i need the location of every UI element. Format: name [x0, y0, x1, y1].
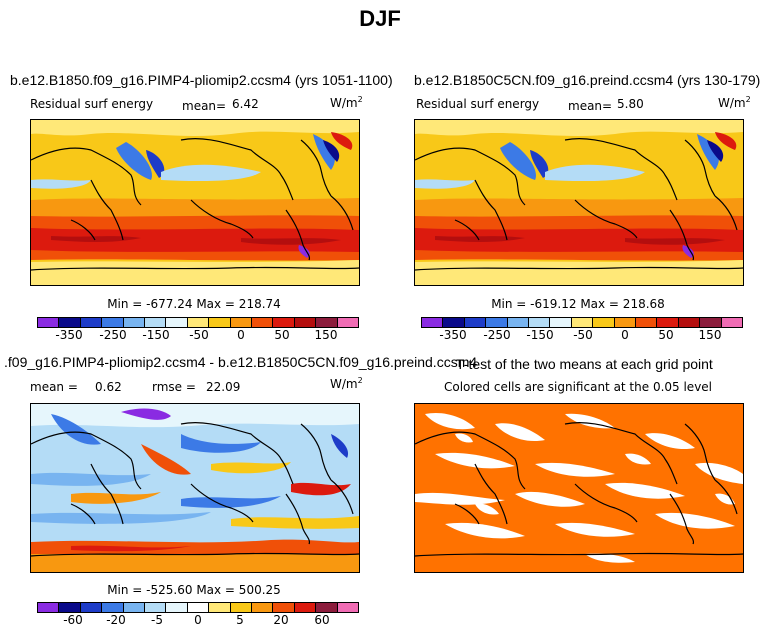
panel1-minmax: Min = -677.24 Max = 218.74	[107, 297, 281, 311]
panel1-map	[30, 119, 360, 286]
colorbar-tick: -5	[151, 613, 163, 627]
colorbar-tick: -350	[439, 328, 467, 342]
panel2-minmax: Min = -619.12 Max = 218.68	[491, 297, 665, 311]
colorbar-box	[316, 318, 338, 327]
panel4-title: T-test of the two means at each grid poi…	[456, 356, 713, 372]
panel2-mean-label: mean=	[568, 99, 613, 113]
colorbar-box	[273, 603, 295, 612]
colorbar-box	[486, 318, 508, 327]
colorbar-box	[123, 318, 146, 327]
colorbar-box	[230, 318, 253, 327]
colorbar-box	[187, 603, 210, 612]
panel1-mean-label: mean=	[182, 99, 227, 113]
panel2-title: b.e12.B1850C5CN.f09_g16.preind.ccsm4 (yr…	[414, 72, 760, 88]
panel3-rmse-label: rmse =	[152, 380, 196, 394]
panel2-units: W/m2	[718, 95, 751, 110]
panel1-variable: Residual surf energy	[30, 97, 154, 111]
panel2-map	[414, 119, 744, 286]
colorbar-tick: -250	[483, 328, 511, 342]
colorbar-box	[294, 318, 317, 327]
colorbar-box	[166, 603, 188, 612]
colorbar-box	[337, 318, 359, 327]
colorbar-box	[636, 318, 658, 327]
colorbar-tick: -60	[63, 613, 83, 627]
colorbar-tick: -250	[99, 328, 127, 342]
colorbar-box	[700, 318, 722, 327]
colorbar-box	[614, 318, 637, 327]
colorbar-box	[550, 318, 572, 327]
panel1-title: b.e12.B1850.f09_g16.PIMP4-pliomip2.ccsm4…	[10, 72, 393, 88]
panel3-rmse-value: 22.09	[206, 380, 241, 394]
colorbar-box	[252, 603, 274, 612]
colorbar-tick: 5	[236, 613, 244, 627]
colorbar-tick: 50	[658, 328, 674, 342]
colorbar-box	[443, 318, 465, 327]
colorbar-box	[123, 603, 146, 612]
panel1-units: W/m2	[330, 95, 363, 110]
colorbar-box	[80, 318, 103, 327]
colorbar-box	[571, 318, 594, 327]
colorbar-box	[337, 603, 359, 612]
panel2-variable: Residual surf energy	[416, 97, 540, 111]
colorbar-tick: 0	[194, 613, 202, 627]
colorbar-tick: -50	[573, 328, 593, 342]
colorbar-tick: -350	[55, 328, 83, 342]
colorbar-box	[102, 318, 124, 327]
colorbar-box	[529, 318, 551, 327]
panel3-title: .f09_g16.PIMP4-pliomip2.ccsm4 - b.e12.B1…	[4, 354, 478, 370]
panel3-units: W/m2	[330, 376, 363, 391]
colorbar-box	[166, 318, 188, 327]
colorbar-tick: -20	[106, 613, 126, 627]
colorbar-box	[230, 603, 253, 612]
colorbar-tick: 150	[314, 328, 338, 342]
colorbar-box	[721, 318, 743, 327]
colorbar-tick: -150	[526, 328, 554, 342]
colorbar-box	[294, 603, 317, 612]
colorbar-box	[59, 603, 81, 612]
colorbar-tick: 0	[237, 328, 245, 342]
colorbar-tick: 0	[621, 328, 629, 342]
colorbar-box	[102, 603, 124, 612]
colorbar-box	[209, 318, 231, 327]
colorbar-box	[273, 318, 295, 327]
panel1-mean-value: 6.42	[232, 97, 259, 111]
colorbar-box	[209, 603, 231, 612]
panel4-map	[414, 403, 744, 573]
page-title: DJF	[359, 6, 401, 31]
colorbar-tick: -150	[142, 328, 170, 342]
colorbar-box	[145, 318, 167, 327]
panel1-colorbar	[37, 317, 359, 328]
panel3-minmax: Min = -525.60 Max = 500.25	[107, 583, 281, 597]
panel3-mean-label: mean =	[30, 380, 78, 394]
colorbar-box	[59, 318, 81, 327]
colorbar-box	[657, 318, 679, 327]
colorbar-box	[38, 318, 60, 327]
colorbar-tick: 60	[314, 613, 330, 627]
colorbar-box	[507, 318, 530, 327]
colorbar-box	[38, 603, 60, 612]
colorbar-box	[422, 318, 444, 327]
colorbar-tick: 20	[273, 613, 289, 627]
colorbar-tick: 50	[274, 328, 290, 342]
colorbar-box	[145, 603, 167, 612]
panel2-colorbar	[421, 317, 743, 328]
colorbar-box	[187, 318, 210, 327]
colorbar-tick: -50	[189, 328, 209, 342]
panel3-map	[30, 403, 360, 573]
colorbar-box	[593, 318, 615, 327]
panel4-subtitle: Colored cells are significant at the 0.0…	[443, 380, 713, 394]
colorbar-box	[464, 318, 487, 327]
panel3-mean-value: 0.62	[95, 380, 122, 394]
colorbar-box	[678, 318, 701, 327]
panel2-mean-value: 5.80	[617, 97, 644, 111]
colorbar-box	[316, 603, 338, 612]
colorbar-tick: 150	[698, 328, 722, 342]
panel3-colorbar	[37, 602, 359, 613]
colorbar-box	[80, 603, 103, 612]
colorbar-box	[252, 318, 274, 327]
